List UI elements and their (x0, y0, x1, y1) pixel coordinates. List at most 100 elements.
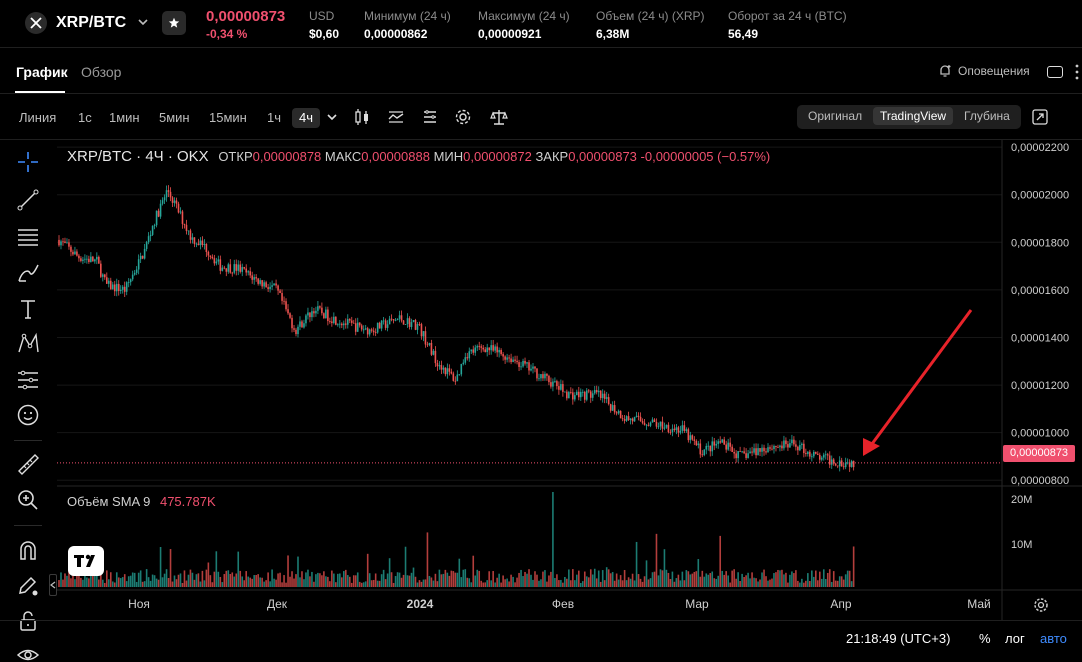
alerts-button[interactable]: Оповещения (938, 64, 1030, 78)
more-vertical-icon[interactable] (1072, 62, 1082, 82)
candle-body (713, 441, 716, 446)
volume-bar (623, 570, 626, 587)
timeframe-line[interactable]: Линия (19, 110, 57, 125)
view-original[interactable]: Оригинал (808, 109, 863, 123)
lock-icon[interactable] (16, 609, 40, 633)
candle-body (442, 367, 445, 370)
volume-bar (311, 571, 313, 587)
favorite-star-button[interactable] (162, 11, 186, 35)
candle-body (526, 362, 528, 364)
settings-icon[interactable] (454, 108, 472, 126)
volume-bar (374, 573, 377, 587)
candle-body (709, 445, 712, 452)
candle-body (436, 363, 439, 367)
candle-body (96, 256, 98, 260)
timeframe-dropdown-icon[interactable] (325, 110, 339, 124)
brush-icon[interactable] (16, 261, 40, 285)
arrow-head (863, 438, 880, 456)
candle-body (629, 418, 632, 420)
volume-bar (153, 575, 156, 587)
auto-scale-toggle[interactable]: авто (1040, 631, 1067, 646)
ruler-icon[interactable] (16, 452, 40, 476)
candle-body (406, 318, 409, 325)
candle-body (362, 329, 365, 331)
chart-settings-gear-icon[interactable] (1033, 597, 1049, 613)
timeframe-15m[interactable]: 15мин (209, 110, 247, 125)
candle-body (370, 329, 373, 331)
legend-symbol[interactable]: XRP/BTC · 4Ч · OKX (67, 148, 209, 165)
legend-delta: -0,00000005 (−0.57%) (640, 149, 771, 164)
volume-bar (789, 574, 791, 587)
crosshair-icon[interactable] (16, 150, 40, 174)
candle-body (623, 419, 626, 421)
volume-bar (360, 582, 363, 587)
price-tick-label: 0,00001600 (1011, 285, 1069, 297)
fullscreen-icon[interactable] (1032, 109, 1048, 125)
text-tool-icon[interactable] (16, 297, 40, 321)
chart-legend: XRP/BTC · 4Ч · OKX ОТКР0,00000878 МАКС0,… (67, 148, 770, 165)
candle-body (834, 463, 837, 466)
collapse-toolbar-button[interactable] (49, 574, 57, 596)
timeframe-4h[interactable]: 4ч (292, 108, 321, 128)
volume-bar (464, 569, 467, 587)
volume-bar (438, 569, 441, 587)
candles-icon[interactable] (353, 108, 371, 126)
templates-icon[interactable] (421, 108, 439, 126)
volume-bar (135, 581, 138, 587)
view-depth[interactable]: Глубина (964, 109, 1010, 123)
volume-bar (593, 568, 596, 587)
compare-scale-icon[interactable] (490, 108, 508, 126)
candle-body (179, 211, 182, 213)
timeframe-5m[interactable]: 5мин (159, 110, 190, 125)
tradingview-logo-icon[interactable] (68, 546, 104, 576)
candle-body (747, 453, 749, 458)
volume-bar (673, 581, 676, 587)
log-scale-toggle[interactable]: лог (1005, 631, 1025, 646)
forecast-tool-icon[interactable] (16, 368, 40, 392)
volume-bar (510, 574, 512, 587)
candle-body (183, 223, 186, 225)
volume-bar (583, 571, 586, 587)
volume-series (58, 492, 855, 587)
pair-name[interactable]: XRP/BTC (56, 14, 127, 31)
eye-icon[interactable] (16, 643, 40, 662)
volume-bar (402, 574, 405, 587)
candle-body (597, 390, 600, 393)
candle-body (562, 384, 564, 392)
tab-overview[interactable]: Обзор (81, 64, 122, 80)
chevron-down-icon[interactable] (136, 15, 150, 29)
horizontal-lines-icon[interactable] (16, 225, 40, 249)
volume-bar (504, 579, 506, 587)
candle-body (488, 347, 490, 351)
volume-bar (335, 582, 337, 587)
volume-label[interactable]: Объём (67, 494, 109, 509)
indicators-icon[interactable] (387, 108, 405, 126)
volume-bar (599, 581, 602, 587)
candle-body (205, 243, 208, 252)
trend-line-icon[interactable] (16, 188, 40, 212)
timeframe-1s[interactable]: 1с (78, 110, 92, 125)
volume-bar (370, 580, 373, 587)
price-chart[interactable]: 0,00002200 0,00002000 0,00001800 0,00001600… (57, 140, 1082, 620)
timeframe-1h[interactable]: 1ч (267, 110, 282, 125)
zoom-in-icon[interactable] (16, 488, 40, 512)
layout-toggle-button[interactable] (1047, 66, 1063, 78)
percent-scale-toggle[interactable]: % (979, 631, 991, 646)
candle-body (595, 390, 598, 393)
candle-body (619, 410, 622, 419)
clock-timezone[interactable]: 21:18:49 (UTC+3) (846, 631, 951, 646)
volume-bar (448, 575, 451, 587)
pencil-lock-icon[interactable] (16, 573, 40, 597)
candle-body (440, 365, 443, 370)
pattern-tool-icon[interactable] (16, 332, 40, 356)
emoji-icon[interactable] (16, 403, 40, 427)
candle-body (173, 200, 176, 203)
volume-bar (803, 582, 805, 587)
volume-bar (721, 570, 723, 587)
magnet-icon[interactable] (16, 538, 40, 562)
timeframe-1m[interactable]: 1мин (109, 110, 140, 125)
tab-chart[interactable]: График (16, 64, 68, 80)
view-tradingview[interactable]: TradingView (873, 107, 954, 125)
volume-bar (522, 576, 524, 587)
volume-bar (486, 580, 488, 587)
